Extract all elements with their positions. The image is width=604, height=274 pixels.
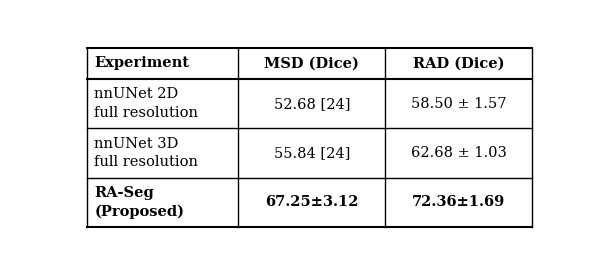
Text: nnUNet 3D
full resolution: nnUNet 3D full resolution	[94, 137, 198, 169]
Text: RAD (Dice): RAD (Dice)	[413, 56, 504, 70]
Text: Experiment: Experiment	[94, 56, 189, 70]
Text: 67.25±3.12: 67.25±3.12	[265, 195, 359, 209]
Text: RA-Seg
(Proposed): RA-Seg (Proposed)	[94, 186, 184, 219]
Text: 55.84 [24]: 55.84 [24]	[274, 146, 350, 160]
Text: MSD (Dice): MSD (Dice)	[265, 56, 359, 70]
Text: nnUNet 2D
full resolution: nnUNet 2D full resolution	[94, 87, 198, 120]
Text: 72.36±1.69: 72.36±1.69	[412, 195, 505, 209]
Text: 52.68 [24]: 52.68 [24]	[274, 97, 350, 111]
Text: 62.68 ± 1.03: 62.68 ± 1.03	[411, 146, 507, 160]
Text: 58.50 ± 1.57: 58.50 ± 1.57	[411, 97, 506, 111]
